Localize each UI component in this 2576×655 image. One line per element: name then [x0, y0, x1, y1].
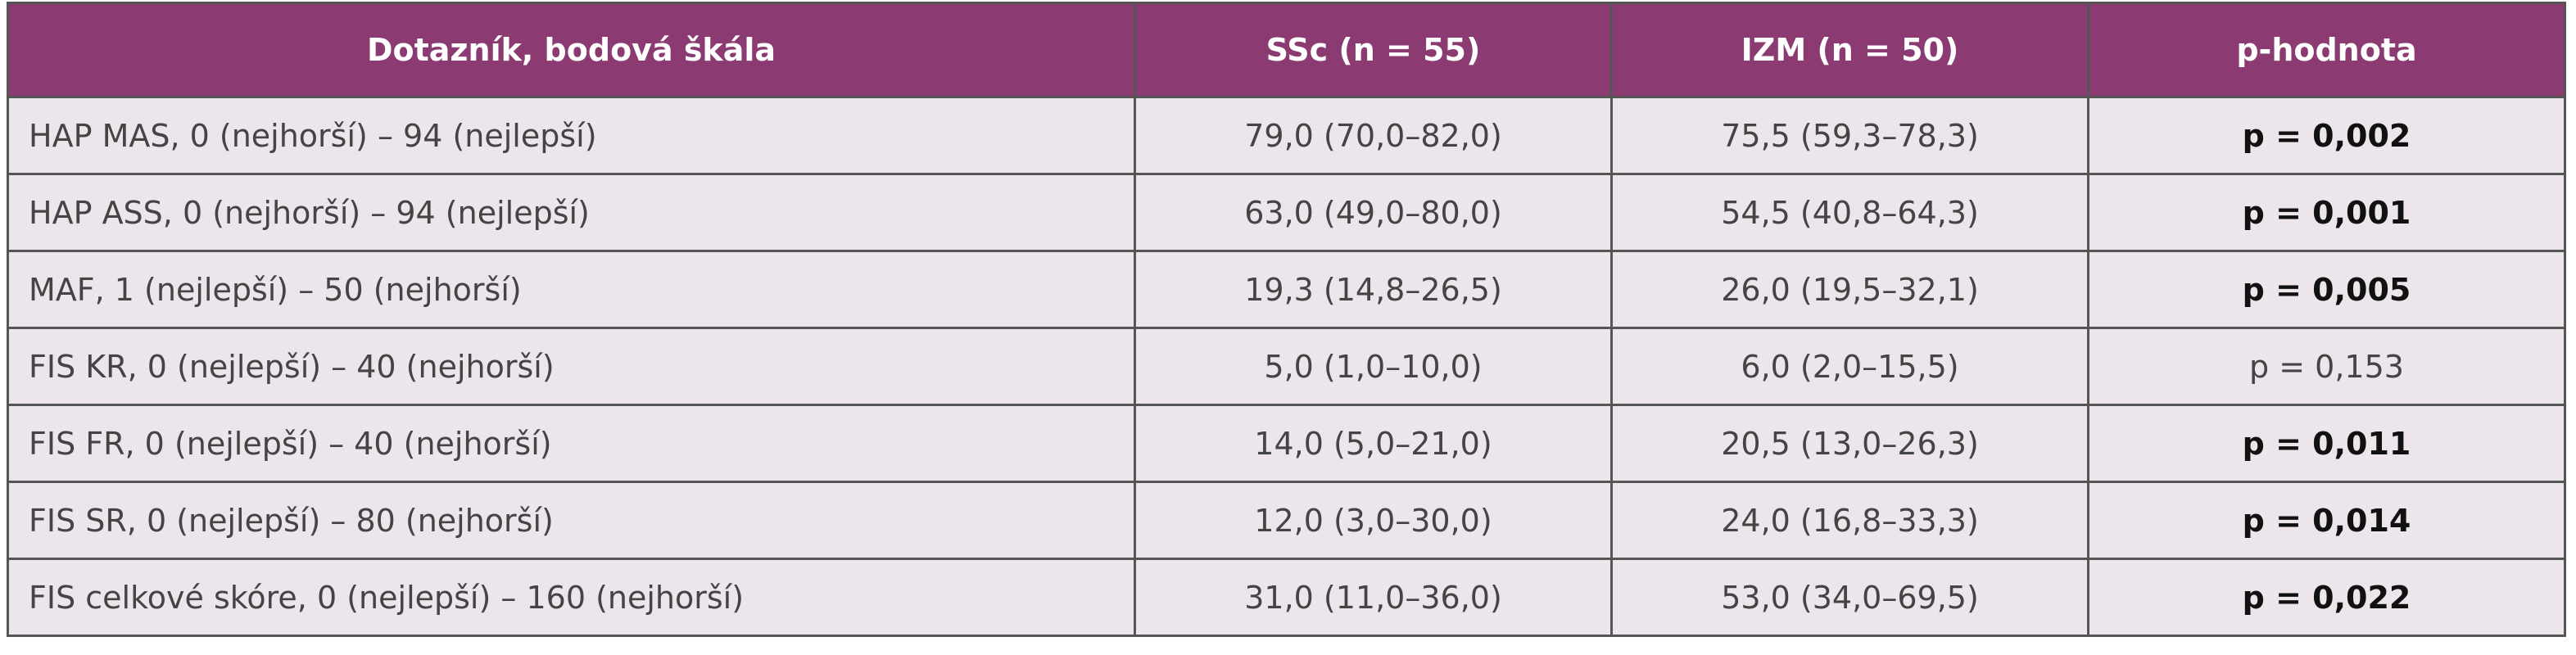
table-wrap: Dotazník, bodová škála SSc (n = 55) IZM … — [7, 2, 2566, 637]
table-row: FIS FR, 0 (nejlepší) – 40 (nejhorší) 14,0… — [7, 404, 2566, 483]
p-value-cell: p = 0,002 — [2087, 96, 2566, 175]
header-row: Dotazník, bodová škála SSc (n = 55) IZM … — [7, 2, 2566, 98]
table-header: Dotazník, bodová škála SSc (n = 55) IZM … — [7, 2, 2566, 98]
p-value-cell: p = 0,005 — [2087, 250, 2566, 329]
value-cell: 79,0 (70,0–82,0) — [1134, 96, 1613, 175]
header-cell: p-hodnota — [2087, 2, 2566, 98]
table: Dotazník, bodová škála SSc (n = 55) IZM … — [7, 2, 2566, 637]
value-cell: 75,5 (59,3–78,3) — [1610, 96, 2089, 175]
table-row: HAP ASS, 0 (nejhorší) – 94 (nejlepší) 63,… — [7, 173, 2566, 252]
label-cell: FIS celkové skóre, 0 (nejlepší) – 160 (n… — [7, 558, 1136, 637]
p-value-cell: p = 0,153 — [2087, 327, 2566, 406]
value-cell: 6,0 (2,0–15,5) — [1610, 327, 2089, 406]
p-value-cell: p = 0,014 — [2087, 481, 2566, 560]
table-row: FIS SR, 0 (nejlepší) – 80 (nejhorší) 12,0… — [7, 481, 2566, 560]
header-cell: IZM (n = 50) — [1610, 2, 2089, 98]
value-cell: 14,0 (5,0–21,0) — [1134, 404, 1613, 483]
value-cell: 63,0 (49,0–80,0) — [1134, 173, 1613, 252]
label-cell: FIS KR, 0 (nejlepší) – 40 (nejhorší) — [7, 327, 1136, 406]
table-row: FIS celkové skóre, 0 (nejlepší) – 160 (n… — [7, 558, 2566, 637]
header-cell: Dotazník, bodová škála — [7, 2, 1136, 98]
value-cell: 53,0 (34,0–69,5) — [1610, 558, 2089, 637]
p-value-cell: p = 0,022 — [2087, 558, 2566, 637]
label-cell: FIS FR, 0 (nejlepší) – 40 (nejhorší) — [7, 404, 1136, 483]
value-cell: 20,5 (13,0–26,3) — [1610, 404, 2089, 483]
value-cell: 5,0 (1,0–10,0) — [1134, 327, 1613, 406]
value-cell: 19,3 (14,8–26,5) — [1134, 250, 1613, 329]
label-cell: MAF, 1 (nejlepší) – 50 (nejhorší) — [7, 250, 1136, 329]
header-cell: SSc (n = 55) — [1134, 2, 1613, 98]
label-cell: FIS SR, 0 (nejlepší) – 80 (nejhorší) — [7, 481, 1136, 560]
value-cell: 24,0 (16,8–33,3) — [1610, 481, 2089, 560]
value-cell: 26,0 (19,5–32,1) — [1610, 250, 2089, 329]
value-cell: 31,0 (11,0–36,0) — [1134, 558, 1613, 637]
p-value-cell: p = 0,011 — [2087, 404, 2566, 483]
table-body: HAP MAS, 0 (nejhorší) – 94 (nejlepší) 79,… — [7, 96, 2566, 637]
p-value-cell: p = 0,001 — [2087, 173, 2566, 252]
label-cell: HAP MAS, 0 (nejhorší) – 94 (nejlepší) — [7, 96, 1136, 175]
value-cell: 54,5 (40,8–64,3) — [1610, 173, 2089, 252]
table-row: HAP MAS, 0 (nejhorší) – 94 (nejlepší) 79,… — [7, 96, 2566, 175]
table-row: FIS KR, 0 (nejlepší) – 40 (nejhorší) 5,0 … — [7, 327, 2566, 406]
value-cell: 12,0 (3,0–30,0) — [1134, 481, 1613, 560]
table-row: MAF, 1 (nejlepší) – 50 (nejhorší) 19,3 (1… — [7, 250, 2566, 329]
label-cell: HAP ASS, 0 (nejhorší) – 94 (nejlepší) — [7, 173, 1136, 252]
